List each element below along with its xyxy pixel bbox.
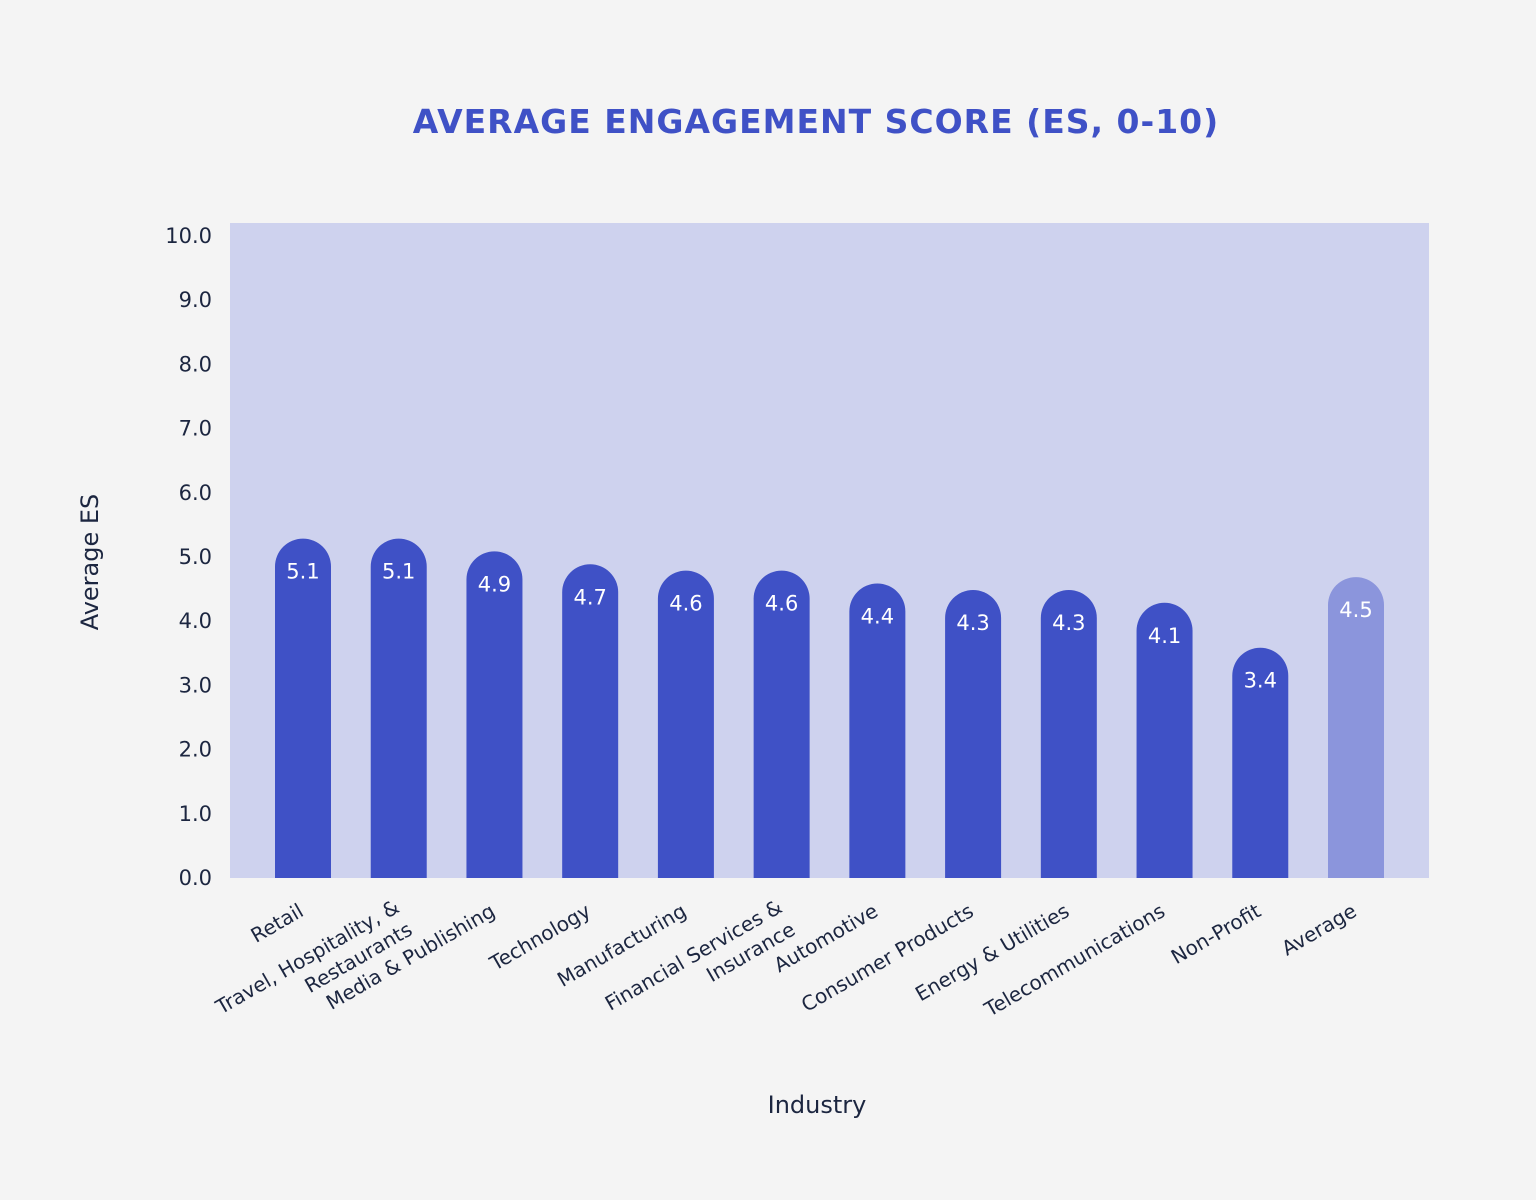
bar-telecommunications xyxy=(1136,602,1193,878)
bar-value-label: 5.1 xyxy=(286,560,319,584)
bar-energy-utilities xyxy=(1040,589,1097,878)
bar-travel-hospitality-restaurants xyxy=(370,538,427,878)
x-tick-label: Financial Services &Insurance xyxy=(601,895,799,1038)
bars-group: 5.1 5.1 4.9 4.7 4.6 4.6 4.4 4.3 4.3 4.1 3.4 4.5 xyxy=(275,538,1384,878)
y-tick-label: 10.0 xyxy=(165,224,212,248)
y-tick-label: 1.0 xyxy=(179,802,212,826)
x-tick-label: Retail xyxy=(247,899,308,948)
y-tick-label: 8.0 xyxy=(179,352,212,376)
y-tick-label: 6.0 xyxy=(179,481,212,505)
bar-value-label: 4.9 xyxy=(478,572,511,596)
y-tick-label: 4.0 xyxy=(179,609,212,633)
chart-title: AVERAGE ENGAGEMENT SCORE (ES, 0-10) xyxy=(413,102,1219,141)
bar-financial-services-insurance xyxy=(753,570,810,878)
y-tick-label: 5.0 xyxy=(179,545,212,569)
y-tick-label: 7.0 xyxy=(179,417,212,441)
bar-manufacturing xyxy=(657,570,714,878)
x-tick-label: Non-Profit xyxy=(1167,898,1265,968)
x-tick-label: Average xyxy=(1277,899,1360,961)
bar-value-label: 3.4 xyxy=(1244,669,1277,693)
bar-value-label: 4.7 xyxy=(573,585,606,609)
bar-value-label: 4.3 xyxy=(1052,611,1085,635)
x-tick-label: Consumer Products xyxy=(797,899,978,1017)
bar-value-label: 4.5 xyxy=(1339,598,1372,622)
y-tick-label: 3.0 xyxy=(179,673,212,697)
bar-value-label: 4.1 xyxy=(1148,624,1181,648)
bar-automotive xyxy=(849,583,906,878)
bar-consumer-products xyxy=(945,589,1002,878)
x-axis-title: Industry xyxy=(768,1091,867,1119)
x-tick-label: Telecommunications xyxy=(979,899,1169,1022)
bar-media-publishing xyxy=(466,551,523,878)
bar-technology xyxy=(562,564,619,878)
y-tick-label: 2.0 xyxy=(179,738,212,762)
plot-area xyxy=(230,223,1429,878)
bar-value-label: 4.3 xyxy=(956,611,989,635)
bar-value-label: 4.6 xyxy=(669,592,702,616)
y-axis-ticks: 0.0 1.0 2.0 3.0 4.0 5.0 6.0 7.0 8.0 9.0 10.0 xyxy=(165,224,212,890)
y-axis-title: Average ES xyxy=(76,494,104,631)
y-tick-label: 9.0 xyxy=(179,288,212,312)
bar-value-label: 5.1 xyxy=(382,560,415,584)
bar-non-profit xyxy=(1232,647,1289,878)
bar-value-label: 4.4 xyxy=(861,605,894,629)
bar-average xyxy=(1328,577,1384,878)
y-tick-label: 0.0 xyxy=(179,866,212,890)
bar-value-label: 4.6 xyxy=(765,592,798,616)
x-tick-label: Energy & Utilities xyxy=(911,899,1073,1007)
bar-retail xyxy=(275,538,331,878)
